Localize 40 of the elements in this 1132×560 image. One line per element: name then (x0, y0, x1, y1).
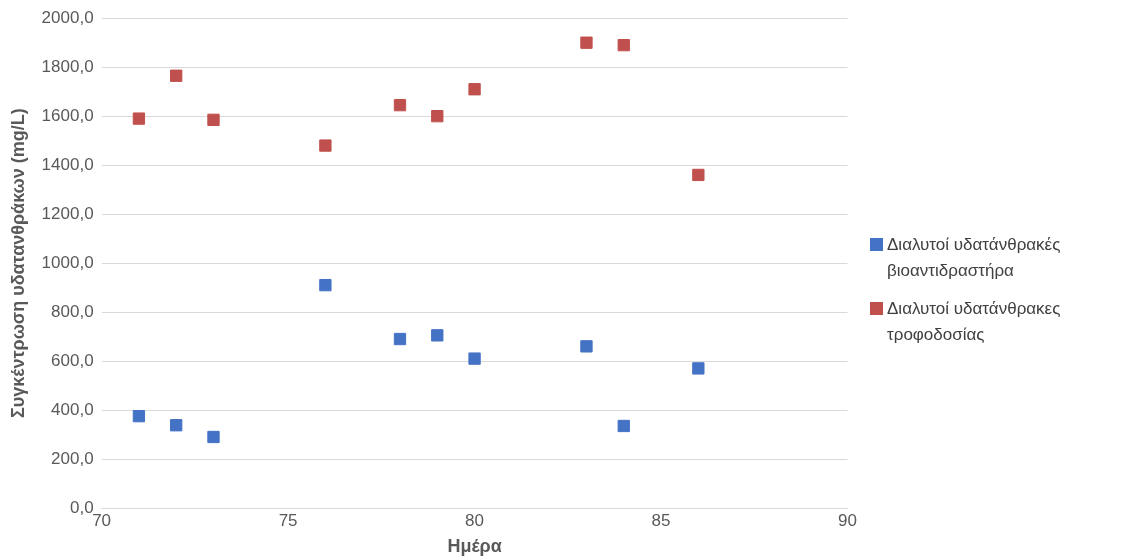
y-tick-label: 1200,0 (41, 203, 94, 223)
point (207, 113, 220, 126)
point (132, 112, 146, 125)
y-tick-label: 600,0 (51, 350, 94, 370)
x-tick-label: 70 (92, 510, 112, 530)
y-tick-label: 1600,0 (41, 105, 94, 125)
y-tick-label: 800,0 (51, 301, 94, 321)
point (580, 340, 593, 353)
point (468, 83, 481, 96)
y-tick-label: 1400,0 (41, 154, 94, 174)
y-tick-label: 200,0 (51, 448, 94, 468)
point (431, 329, 444, 342)
point (692, 362, 705, 375)
x-tick-label: 90 (838, 510, 858, 530)
point (617, 38, 630, 52)
point (207, 430, 220, 444)
point (319, 278, 332, 292)
point (170, 69, 183, 82)
y-tick-label: 0,0 (69, 497, 94, 517)
x-axis-title: Ημέρα (447, 536, 502, 557)
y-tick-label: 1800,0 (41, 56, 94, 76)
point (393, 98, 407, 112)
legend-label: Διαλυτοί υδατάνθρακές βιοαντιδραστήρα (887, 234, 1062, 282)
point (692, 168, 705, 182)
point (617, 419, 630, 433)
point (580, 36, 593, 49)
point (468, 352, 481, 365)
y-axis-title: Συγκέντρωση υδατανθράκων (mg/L) (7, 108, 28, 418)
point (393, 332, 407, 346)
point (132, 410, 146, 423)
x-tick-label: 80 (465, 510, 485, 530)
x-tick-label: 75 (278, 510, 298, 530)
x-tick-label: 85 (651, 510, 671, 530)
point (431, 110, 444, 123)
legend-label: Διαλυτοί υδατάνθρακες τροφοδοσίας (887, 298, 1062, 346)
y-tick-label: 400,0 (51, 399, 94, 419)
y-tick-label: 1000,0 (41, 252, 94, 272)
point (319, 139, 332, 152)
point (170, 419, 183, 432)
y-tick-label: 2000,0 (41, 7, 94, 27)
